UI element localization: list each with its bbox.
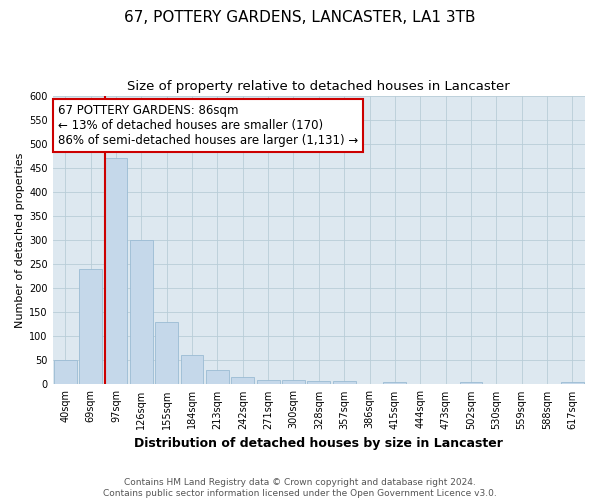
Bar (282, 380, 305, 384)
Bar (79, 269, 102, 384)
Bar (206, 370, 229, 384)
Title: Size of property relative to detached houses in Lancaster: Size of property relative to detached ho… (127, 80, 510, 93)
X-axis label: Distribution of detached houses by size in Lancaster: Distribution of detached houses by size … (134, 437, 503, 450)
Text: 67, POTTERY GARDENS, LANCASTER, LA1 3TB: 67, POTTERY GARDENS, LANCASTER, LA1 3TB (124, 10, 476, 25)
Text: 67 POTTERY GARDENS: 86sqm
← 13% of detached houses are smaller (170)
86% of semi: 67 POTTERY GARDENS: 86sqm ← 13% of detac… (58, 104, 358, 147)
Bar (54, 360, 77, 384)
Bar (333, 381, 356, 384)
Bar (561, 382, 584, 384)
Bar (257, 380, 280, 384)
Bar (232, 377, 254, 384)
Bar (307, 380, 330, 384)
Bar (130, 240, 153, 384)
Bar (155, 322, 178, 384)
Text: Contains HM Land Registry data © Crown copyright and database right 2024.
Contai: Contains HM Land Registry data © Crown c… (103, 478, 497, 498)
Bar (181, 354, 203, 384)
Y-axis label: Number of detached properties: Number of detached properties (15, 152, 25, 328)
Bar (104, 158, 127, 384)
Bar (460, 382, 482, 384)
Bar (383, 382, 406, 384)
